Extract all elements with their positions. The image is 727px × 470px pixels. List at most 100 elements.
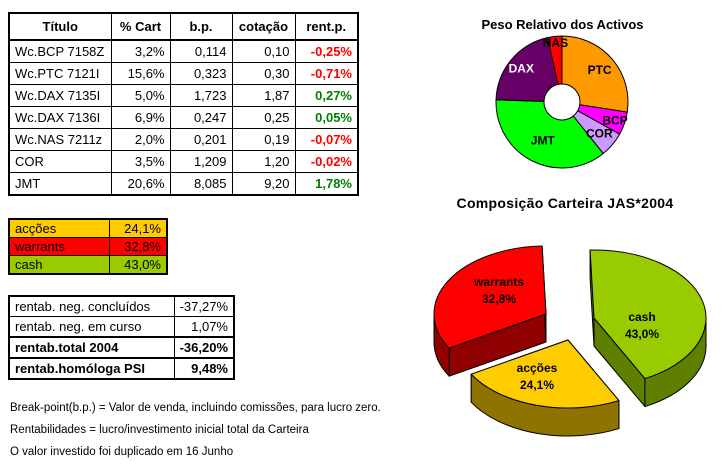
main-table-header-cell[interactable]: Título [8,12,112,41]
cell-cotacao[interactable]: 1,87 [231,84,296,107]
main-table-row: Wc.DAX 7136I 6,9% 0,247 0,25 0,05% [8,106,359,129]
main-table-header-cell[interactable]: cotação [231,12,296,41]
pie-slice-pct-label: 32,8% [482,292,516,306]
cell-bp[interactable]: 0,323 [169,62,233,85]
cell-pct-cart[interactable]: 5,0% [110,84,171,107]
main-table-header-row: Título% Cart b.p. cotação rent.p. [8,12,359,41]
returns-value[interactable]: 1,07% [173,316,235,338]
donut-slice-label: COR [586,127,613,141]
returns-row: rentab. neg. concluídos -37,27% [8,295,235,317]
donut-slice-NAS[interactable] [546,35,563,86]
returns-row: rentab.total 2004 -36,20% [8,336,235,359]
cell-pct-cart[interactable]: 2,0% [110,128,171,151]
cell-bp[interactable]: 1,723 [169,84,233,107]
cell-bp[interactable]: 0,247 [169,106,233,129]
cell-pct-cart[interactable]: 6,9% [110,106,171,129]
returns-label[interactable]: rentab. neg. em curso [8,316,175,338]
cell-rent-p[interactable]: 1,78% [294,172,359,196]
cell-titulo[interactable]: Wc.DAX 7136I [8,106,112,129]
cell-cotacao[interactable]: 0,25 [231,106,296,129]
main-table: Título% Cart b.p. cotação rent.p. Wc.BCP 71… [8,12,359,196]
cell-cotacao[interactable]: 1,20 [231,150,296,173]
cell-pct-cart[interactable]: 20,6% [110,172,171,196]
cell-bp[interactable]: 0,114 [169,39,233,63]
allocation-label[interactable]: warrants [8,237,110,256]
donut-slice-label: JMT [531,133,556,147]
pie-slice-acções[interactable] [470,339,620,409]
cell-titulo[interactable]: COR [8,150,112,173]
allocation-value[interactable]: 32,8% [108,237,168,256]
main-table-header-cell[interactable]: b.p. [169,12,233,41]
returns-label[interactable]: rentab.homóloga PSI [8,357,175,380]
note-line: Break-point(b.p.) = Valor de venda, incl… [10,402,381,414]
footnotes: Break-point(b.p.) = Valor de venda, incl… [10,402,440,468]
pie3d-chart-title: Composição Carteira JAS*2004 [456,195,674,211]
donut-slice-PTC[interactable] [561,35,629,113]
returns-table: rentab. neg. concluídos -37,27% rentab. ne… [8,295,235,380]
main-table-row: Wc.BCP 7158Z 3,2% 0,114 0,10 -0,25% [8,39,359,63]
pie-slice-cash[interactable] [589,249,707,380]
returns-value[interactable]: -36,20% [173,336,235,359]
main-table-header-cell[interactable]: rent.p. [294,12,359,41]
allocation-row: warrants 32,8% [8,237,168,256]
donut-slice-JMT[interactable] [495,99,604,169]
cell-titulo[interactable]: JMT [8,172,112,196]
allocation-value[interactable]: 43,0% [108,255,168,275]
cell-bp[interactable]: 8,085 [169,172,233,196]
cell-pct-cart[interactable]: 3,5% [110,150,171,173]
cell-rent-p[interactable]: 0,27% [294,84,359,107]
main-table-row: Wc.PTC 7121I 15,6% 0,323 0,30 -0,71% [8,62,359,85]
allocation-label[interactable]: cash [8,255,110,275]
allocation-label[interactable]: acções [8,218,110,238]
cell-titulo[interactable]: Wc.PTC 7121I [8,62,112,85]
main-table-row: COR 3,5% 1,209 1,20 -0,02% [8,150,359,173]
donut-chart-title: Peso Relativo dos Activos [481,17,644,32]
cell-bp[interactable]: 0,201 [169,128,233,151]
cell-rent-p[interactable]: -0,07% [294,128,359,151]
pie-slice-pct-label: 24,1% [520,378,554,392]
returns-label[interactable]: rentab. neg. concluídos [8,295,175,317]
cell-titulo[interactable]: Wc.BCP 7158Z [8,39,112,63]
cell-titulo[interactable]: Wc.NAS 7211z [8,128,112,151]
allocation-table: acções 24,1% warrants 32,8% cash 43,0% [8,218,168,275]
donut-slice-label: PTC [588,63,612,77]
returns-label[interactable]: rentab.total 2004 [8,336,175,359]
returns-value[interactable]: 9,48% [173,357,235,380]
allocation-value[interactable]: 24,1% [108,218,168,238]
cell-pct-cart[interactable]: 15,6% [110,62,171,85]
donut-slice-DAX[interactable] [495,37,559,102]
cell-bp[interactable]: 1,209 [169,150,233,173]
cell-rent-p[interactable]: -0,25% [294,39,359,63]
main-table-header-cell[interactable]: % Cart [110,12,171,41]
cell-pct-cart[interactable]: 3,2% [110,39,171,63]
allocation-row: acções 24,1% [8,218,168,238]
note-line: O valor investido foi duplicado em 16 Ju… [10,446,234,458]
main-table-row: Wc.DAX 7135I 5,0% 1,723 1,87 0,27% [8,84,359,107]
pie-slice-name-label: warrants [473,275,524,289]
returns-row: rentab.homóloga PSI 9,48% [8,357,235,380]
cell-rent-p[interactable]: -0,71% [294,62,359,85]
cell-cotacao[interactable]: 0,19 [231,128,296,151]
cell-cotacao[interactable]: 9,20 [231,172,296,196]
cell-titulo[interactable]: Wc.DAX 7135I [8,84,112,107]
pie-slice-pct-label: 43,0% [625,327,659,341]
returns-value[interactable]: -37,27% [173,295,235,317]
donut-slice-label: BCP [602,113,627,127]
cell-rent-p[interactable]: -0,02% [294,150,359,173]
pie-slice-name-label: cash [628,310,655,324]
pie3d-chart: cash 43,0% acções 24,1% warrants 32,8% [433,245,707,437]
main-table-row: JMT 20,6% 8,085 9,20 1,78% [8,172,359,196]
cell-rent-p[interactable]: 0,05% [294,106,359,129]
cell-cotacao[interactable]: 0,30 [231,62,296,85]
cell-cotacao[interactable]: 0,10 [231,39,296,63]
pie-slice-warrants[interactable] [433,245,547,349]
note-line: Rentabilidades = lucro/investimento inic… [10,424,309,436]
donut-slice-label: NAS [543,36,568,50]
main-table-row: Wc.NAS 7211z 2,0% 0,201 0,19 -0,07% [8,128,359,151]
donut-slice-label: DAX [509,61,534,75]
pie-slice-name-label: acções [517,361,558,375]
allocation-row: cash 43,0% [8,255,168,275]
returns-row: rentab. neg. em curso 1,07% [8,316,235,338]
